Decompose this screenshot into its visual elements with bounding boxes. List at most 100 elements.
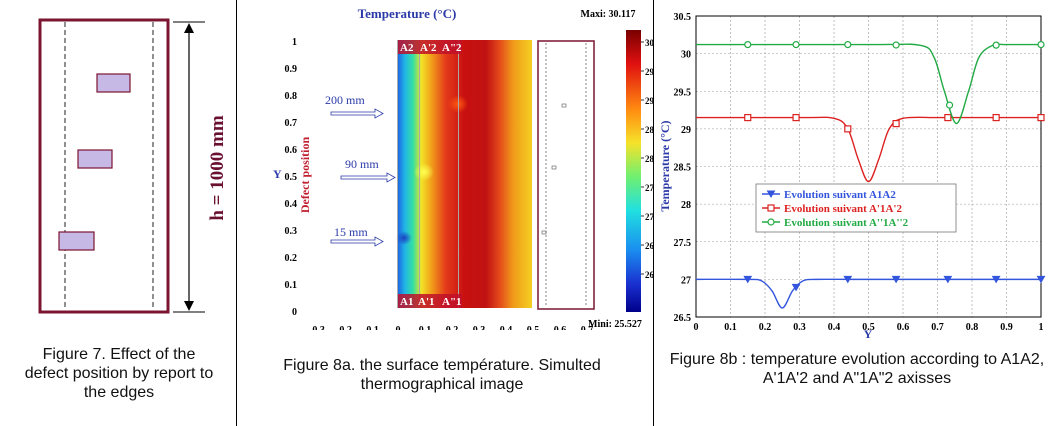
bottom-axis-labels: A1 A'1 A"1 <box>398 294 462 308</box>
x-tick-label: 0.7 <box>931 322 944 333</box>
defect-top <box>96 73 131 93</box>
thermal-image: Temperature (°C) Maxi: 30.117 A2 A'2 A"2… <box>273 6 661 355</box>
colorbar-tick-label: 28.5 <box>645 125 653 135</box>
legend-marker <box>767 218 775 226</box>
colorbar-tick-label: 27 <box>645 212 653 222</box>
chart-grid <box>695 15 1042 318</box>
series-point <box>1036 275 1046 284</box>
colorbar-tick-label: 29.5 <box>645 67 653 77</box>
thermal-x-tick: -0.3 <box>309 325 325 330</box>
thermal-y-label: Y <box>273 167 282 181</box>
arrow-200mm-icon <box>330 108 384 119</box>
figure-7-caption: Figure 7. Effect of the defect position … <box>24 346 214 401</box>
series-point <box>743 275 753 284</box>
y-tick-label: 29 <box>681 125 691 136</box>
colorbar-tick-label: 29 <box>645 96 653 106</box>
series-point <box>792 113 800 122</box>
series-2 <box>695 40 1045 125</box>
thermal-y-tick: 1 <box>292 37 297 48</box>
series-point <box>744 40 752 49</box>
annotation-90mm: 90 mm <box>345 157 379 171</box>
legend-box <box>755 183 957 233</box>
series-point <box>944 113 952 122</box>
x-tick-label: 0.1 <box>724 322 737 333</box>
label-a1-prime: A'1 <box>418 296 435 308</box>
colorbar-tick-label: 26 <box>645 270 653 280</box>
thermal-y-tick: 0.2 <box>285 253 298 264</box>
thermal-title: Temperature (°C) <box>358 6 457 21</box>
thermal-y-tick: 0.5 <box>285 172 298 183</box>
thermal-x-ticks: -0.3 -0.2 -0.1 0 0.1 0.2 0.3 0.4 0.5 0.6 0.7 <box>309 325 593 336</box>
colorbar-tick-label: 27.5 <box>645 183 653 193</box>
label-a2-double-prime: A"2 <box>442 42 462 54</box>
figure-8a-panel: Temperature (°C) Maxi: 30.117 A2 A'2 A"2… <box>237 0 661 426</box>
defect-bottom <box>58 231 95 251</box>
y-tick-label: 26.5 <box>674 313 692 324</box>
thermal-x-tick: 0.1 <box>419 325 432 330</box>
chart-series <box>695 40 1046 309</box>
y-tick-label: 27.5 <box>674 238 692 249</box>
x-tick-label: 0.9 <box>1000 322 1013 333</box>
series-point <box>991 275 1001 284</box>
thermal-x-tick: 0.5 <box>527 325 540 330</box>
y-tick-label: 28 <box>681 200 691 211</box>
label-a1-double-prime: A"1 <box>442 296 462 308</box>
y-tick-label: 30.5 <box>674 12 692 23</box>
chart-y-label: Temperature (°C) <box>658 120 672 211</box>
thermal-y-tick: 0.1 <box>285 280 298 291</box>
x-tick-label: 1 <box>1039 322 1044 333</box>
colorbar-tick-label: 26.5 <box>645 241 653 251</box>
figure-7-diagram: h = 1000 mm <box>38 18 228 314</box>
series-point <box>892 120 900 128</box>
series-point <box>1037 113 1045 122</box>
series-point <box>744 113 752 122</box>
thermal-y-tick: 0.8 <box>285 91 298 102</box>
series-point <box>844 125 852 133</box>
annotation-200mm: 200 mm <box>325 93 365 107</box>
label-a2: A2 <box>400 42 414 54</box>
dim-arrow-head-bottom <box>184 301 194 311</box>
series-point <box>891 275 901 284</box>
thermal-x-tick: 0.6 <box>554 325 567 330</box>
thermal-y-tick: 0.7 <box>285 118 298 129</box>
label-a1: A1 <box>400 296 413 308</box>
defect-hotspot-15mm <box>396 231 412 245</box>
chart-x-label: Y <box>864 327 873 340</box>
colorbar-tick-label: 28 <box>645 154 653 164</box>
series-point <box>1037 40 1045 49</box>
y-tick-label: 29.5 <box>674 87 692 98</box>
series-line <box>695 116 1041 183</box>
series-point <box>992 41 1000 49</box>
legend-label: Evolution suivant A1A2 <box>784 189 896 201</box>
x-tick-label: 0.3 <box>793 322 806 333</box>
series-point <box>992 113 1000 122</box>
chart-x-ticks: 0 0.1 0.2 0.3 0.4 0.5 0.6 0.7 0.8 0.9 1 <box>694 322 1044 333</box>
legend-label: Evolution suivant A'1A'2 <box>784 203 902 215</box>
colorbar-tick-label: 30 <box>645 38 653 48</box>
thermal-y-tick: 0 <box>292 307 297 318</box>
series-point <box>843 275 853 284</box>
series-point <box>892 41 900 49</box>
series-point <box>844 40 852 49</box>
maxi-label: Maxi: 30.117 <box>581 9 636 20</box>
thermal-x-tick: 0 <box>396 325 401 330</box>
dim-arrow-head-top <box>184 23 194 33</box>
arrow-15mm-icon <box>330 236 384 247</box>
mini-label: Mini: 25.527 <box>588 319 642 330</box>
defect-position-label: Defect position <box>298 137 312 214</box>
colorbar-ticks: 30 29.5 29 28.5 28 27.5 27 26.5 26 <box>641 38 661 280</box>
height-label: h = 1000 mm <box>207 115 228 220</box>
x-tick-label: 0 <box>694 322 699 333</box>
small-defect-top <box>561 103 567 108</box>
thermal-y-ticks: 0 0.1 0.2 0.3 0.4 0.5 0.6 0.7 0.8 0.9 1 <box>285 37 298 318</box>
series-line <box>695 278 1041 309</box>
figure-7-panel: h = 1000 mm Figure 7. Effect of the defe… <box>0 0 237 426</box>
thermal-x-tick: 0.2 <box>446 325 459 330</box>
legend-marker <box>767 204 775 212</box>
label-a2-prime: A'2 <box>420 42 437 54</box>
y-tick-label: 27 <box>681 275 691 286</box>
thermal-y-tick: 0.6 <box>285 145 298 156</box>
y-tick-label: 28.5 <box>674 163 692 174</box>
thermal-x-tick: 0.4 <box>500 325 513 330</box>
